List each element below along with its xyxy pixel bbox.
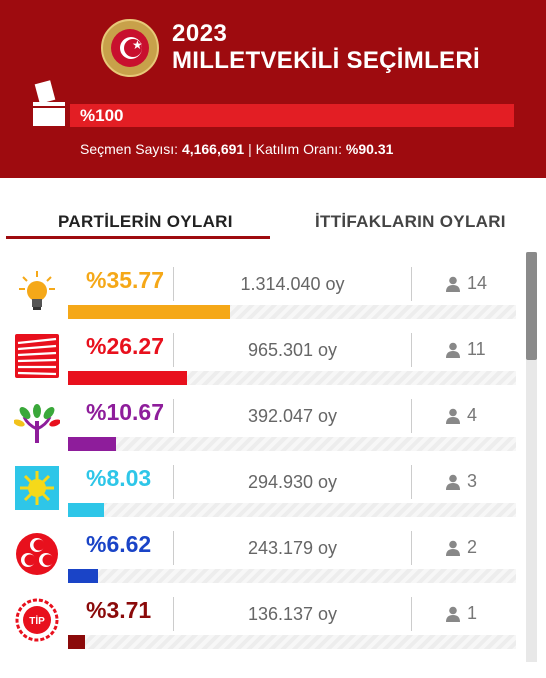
party-row-iyi[interactable]: %8.03 294.930 oy 3 xyxy=(0,453,546,517)
party-votes: 392.047 oy xyxy=(247,406,338,426)
party-vote-bar-fill xyxy=(68,635,85,649)
voters-label: Seçmen Sayısı: xyxy=(80,141,179,157)
party-votes: 294.930 oy xyxy=(247,472,338,492)
party-vote-bar-fill xyxy=(68,569,98,583)
party-vote-bar-fill xyxy=(68,503,104,517)
party-row-akp[interactable]: %35.77 1.314.040 oy 14 xyxy=(0,255,546,319)
election-title: MILLETVEKİLİ SEÇİMLERİ xyxy=(172,47,480,74)
party-vote-bar-fill xyxy=(68,371,187,385)
party-percent: %35.77 xyxy=(86,267,165,293)
party-seats: 4 xyxy=(467,405,478,425)
list-scrollbar[interactable] xyxy=(526,252,537,662)
party-percent: %26.27 xyxy=(86,333,165,359)
person-icon xyxy=(446,474,460,490)
party-vote-bar xyxy=(68,437,516,451)
party-seats: 14 xyxy=(467,273,488,293)
active-tab-indicator xyxy=(6,236,270,239)
turnout-label: Katılım Oranı: xyxy=(255,141,343,157)
party-percent: %8.03 xyxy=(86,465,152,491)
ballot-box-icon xyxy=(33,80,65,126)
tab-alliance-votes[interactable]: İTTİFAKLARIN OYLARI xyxy=(315,212,506,231)
count-progress-label: %100 xyxy=(80,106,124,125)
person-icon xyxy=(446,540,460,556)
mhp-three-crescents-icon xyxy=(16,533,58,575)
person-icon xyxy=(446,606,460,622)
party-seats: 1 xyxy=(467,603,478,623)
party-percent: %3.71 xyxy=(86,597,152,623)
person-icon xyxy=(446,276,460,292)
election-year: 2023 xyxy=(172,20,228,47)
party-vote-bar xyxy=(68,635,516,649)
person-icon xyxy=(446,342,460,358)
party-row-tip[interactable]: TİP %3.71 136.137 oy 1 xyxy=(0,585,546,649)
akp-bulb-icon xyxy=(19,271,55,310)
tbmm-seal-icon: ★ xyxy=(101,19,159,77)
party-vote-bar-fill xyxy=(68,437,116,451)
party-seats: 2 xyxy=(467,537,478,557)
party-row-yesil-sol[interactable]: %10.67 392.047 oy 4 xyxy=(0,387,546,451)
party-seats: 3 xyxy=(467,471,478,491)
party-row-mhp[interactable]: %6.62 243.179 oy 2 xyxy=(0,519,546,583)
results-tabs: PARTİLERİN OYLARI İTTİFAKLARIN OYLARI xyxy=(0,178,546,248)
party-vote-bar xyxy=(68,569,516,583)
party-vote-bar xyxy=(68,503,516,517)
tab-party-votes[interactable]: PARTİLERİN OYLARI xyxy=(58,212,233,231)
yesil-sol-tree-icon xyxy=(14,404,60,443)
turnout-stats: Seçmen Sayısı: 4,166,691 | Katılım Oranı… xyxy=(80,141,393,157)
stats-separator: | xyxy=(248,141,252,157)
iyi-sun-icon xyxy=(15,466,59,510)
party-votes: 136.137 oy xyxy=(247,604,338,624)
party-votes: 1.314.040 oy xyxy=(240,274,345,294)
party-row-chp[interactable]: %26.27 965.301 oy 11 xyxy=(0,321,546,385)
party-votes: 243.179 oy xyxy=(247,538,338,558)
party-vote-bar xyxy=(68,305,516,319)
party-percent: %6.62 xyxy=(86,531,152,557)
svg-text:TİP: TİP xyxy=(29,614,45,627)
tip-star-icon: TİP xyxy=(15,598,59,642)
count-progress-bar: %100 xyxy=(70,104,514,127)
party-vote-bar xyxy=(68,371,516,385)
party-percent: %10.67 xyxy=(86,399,165,425)
party-votes: 965.301 oy xyxy=(247,340,338,360)
party-seats: 11 xyxy=(467,339,486,359)
turnout-value: %90.31 xyxy=(345,141,394,157)
chp-six-arrows-icon xyxy=(15,334,59,378)
voters-value: 4,166,691 xyxy=(181,141,245,157)
person-icon xyxy=(446,408,460,424)
party-vote-bar-fill xyxy=(68,305,230,319)
results-header: ★ 2023 MILLETVEKİLİ SEÇİMLERİ %100 Seçme… xyxy=(0,0,546,178)
scrollbar-thumb[interactable] xyxy=(526,252,537,360)
